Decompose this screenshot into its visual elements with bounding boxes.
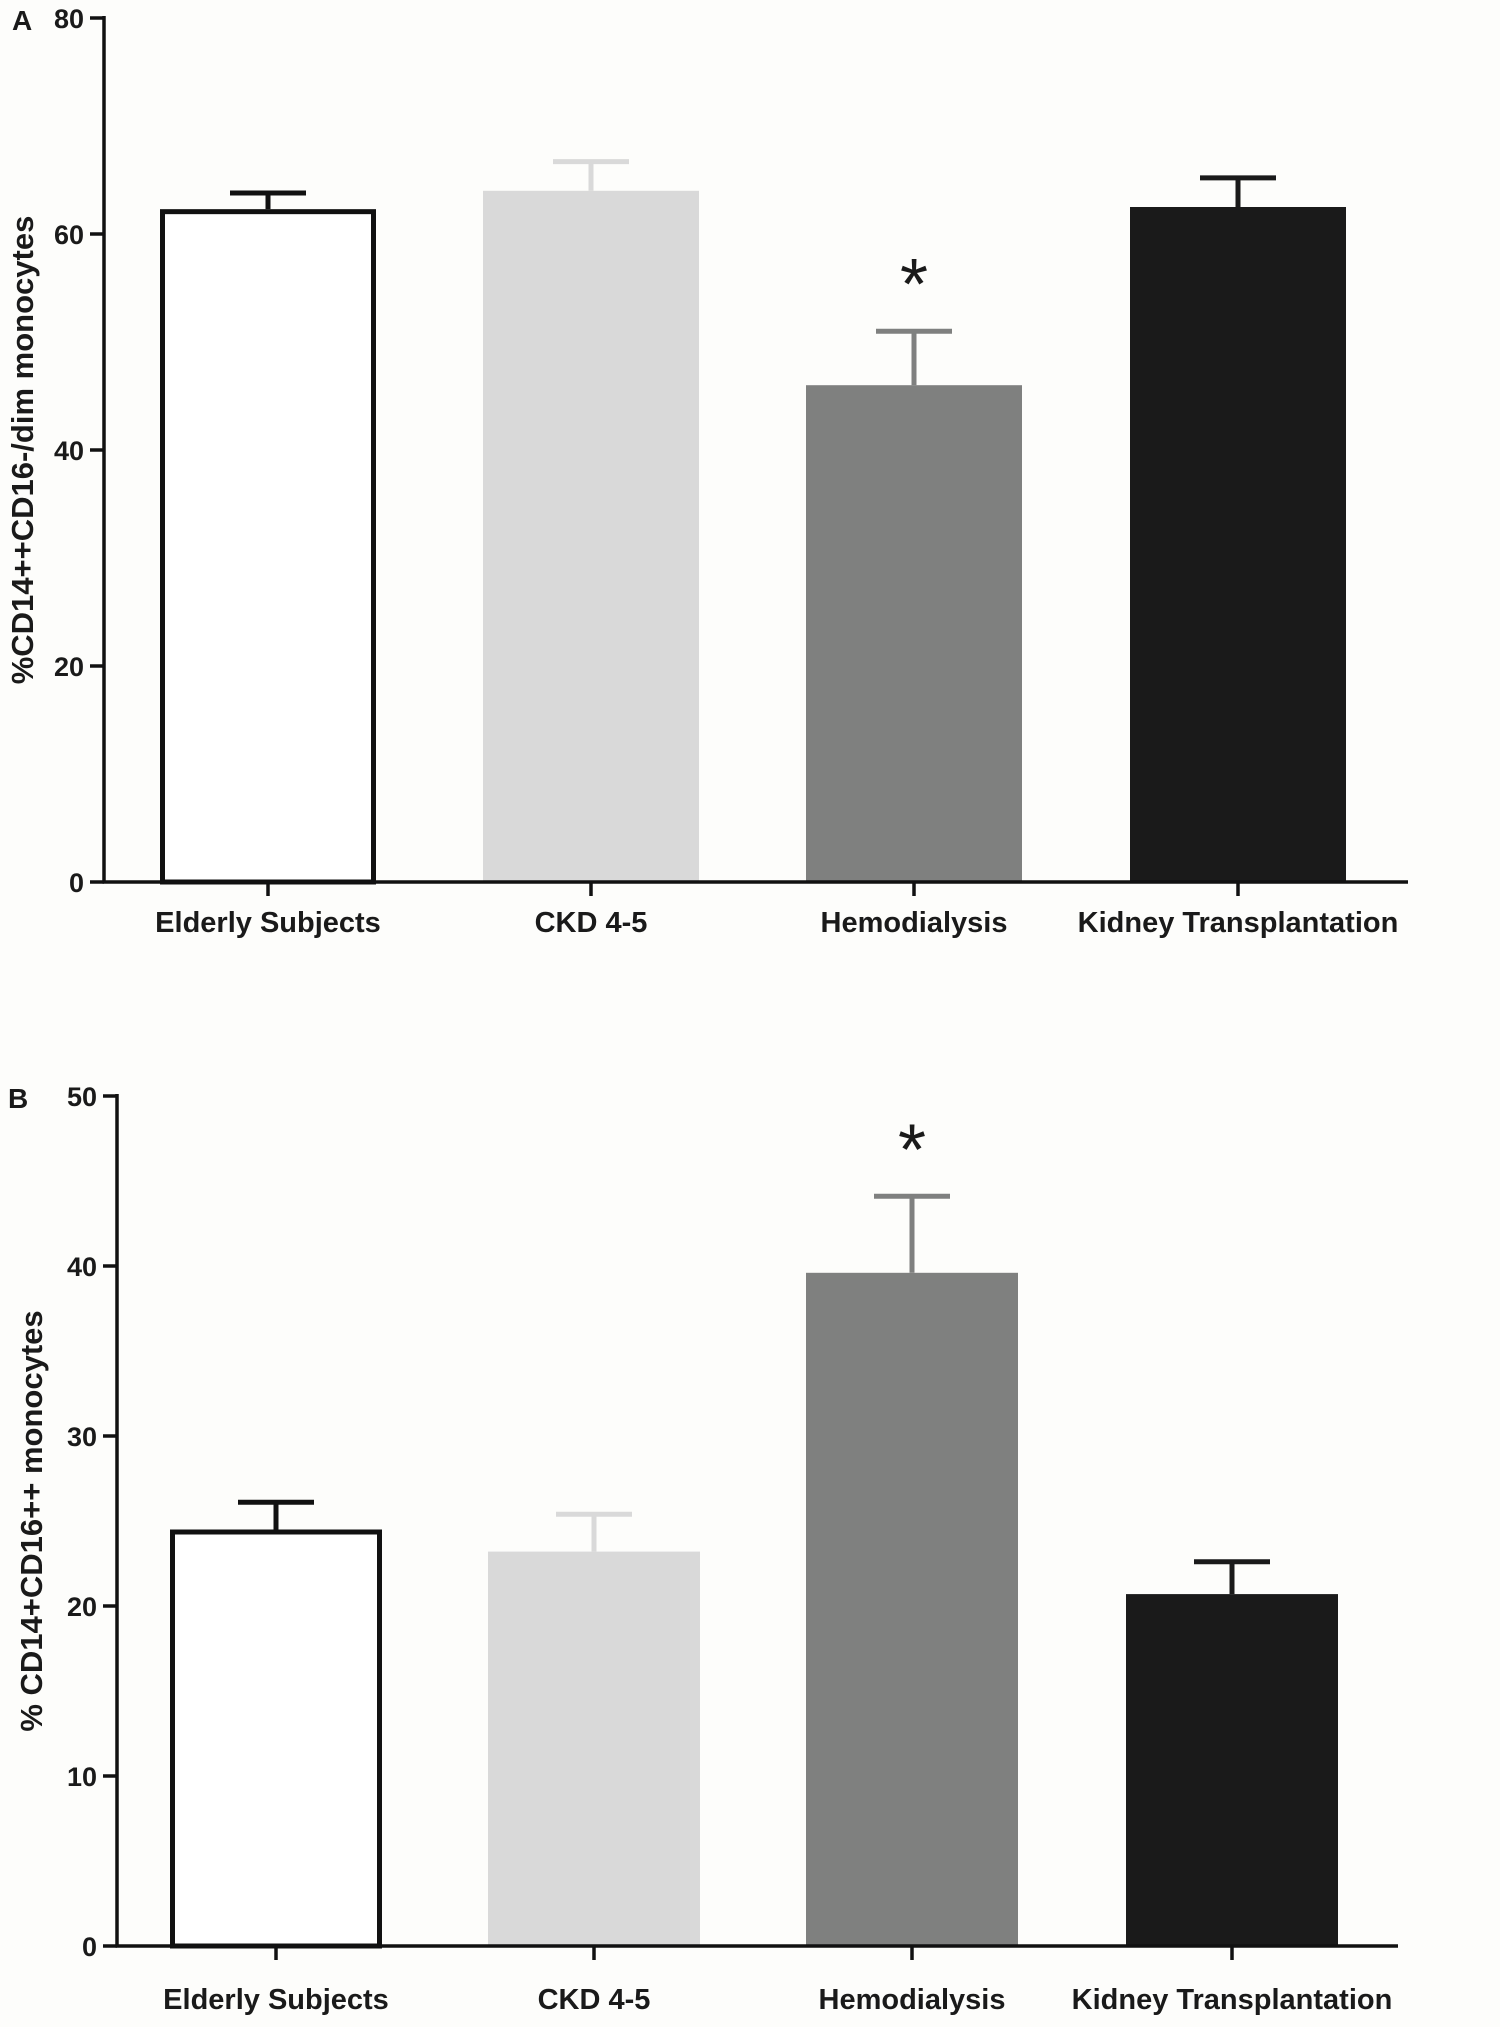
panel-a-category-label-4: Kidney Transplantation	[1078, 907, 1399, 939]
panel-b-bar-3	[806, 1272, 1018, 1946]
panel-a-bar-2	[483, 190, 699, 883]
panel-b-ytick-label-10: 10	[67, 1762, 97, 1792]
panel-a-bar-4	[1130, 207, 1346, 882]
panel-b-ytick-label-20: 20	[67, 1592, 97, 1622]
panel-b-bar-4	[1126, 1594, 1338, 1946]
panel-b-category-label-3: Hemodialysis	[819, 1984, 1006, 2016]
panel-a-bar-3	[806, 385, 1022, 882]
panel-b-significance-mark: *	[898, 1110, 926, 1190]
panel-a-ytick-label-80: 80	[54, 4, 84, 34]
panel-a-ytick-label-60: 60	[54, 220, 84, 250]
panel-a-ytick-label-20: 20	[54, 652, 84, 682]
panel-b-bar-2	[488, 1551, 700, 1946]
panel-a-bar-1	[160, 209, 376, 885]
panel-b-letter: B	[8, 1083, 28, 1114]
panel-a-ytick-label-40: 40	[54, 436, 84, 466]
panel-b-category-label-1: Elderly Subjects	[163, 1984, 389, 2016]
panel-a-category-label-2: CKD 4-5	[535, 907, 648, 939]
panel-a-y-axis-title: %CD14++CD16-/dim monocytes	[5, 216, 40, 685]
panel-b-ytick-label-0: 0	[82, 1932, 97, 1962]
panel-b-ytick-label-40: 40	[67, 1252, 97, 1282]
panel-a-significance-mark: *	[900, 245, 928, 325]
panel-b-ytick-label-30: 30	[67, 1422, 97, 1452]
panel-b-category-label-4: Kidney Transplantation	[1072, 1984, 1393, 2016]
panel-a-category-label-3: Hemodialysis	[821, 907, 1008, 939]
panel-a-category-label-1: Elderly Subjects	[155, 907, 381, 939]
panel-b-ytick-label-50: 50	[67, 1082, 97, 1112]
panel-a-letter: A	[12, 5, 32, 36]
panel-a-ytick-label-0: 0	[69, 868, 84, 898]
panel-b-bar-1	[170, 1529, 382, 1949]
panel-b-category-label-2: CKD 4-5	[538, 1984, 651, 2016]
panel-b-y-axis-title: % CD14+CD16++ monocytes	[14, 1310, 49, 1731]
